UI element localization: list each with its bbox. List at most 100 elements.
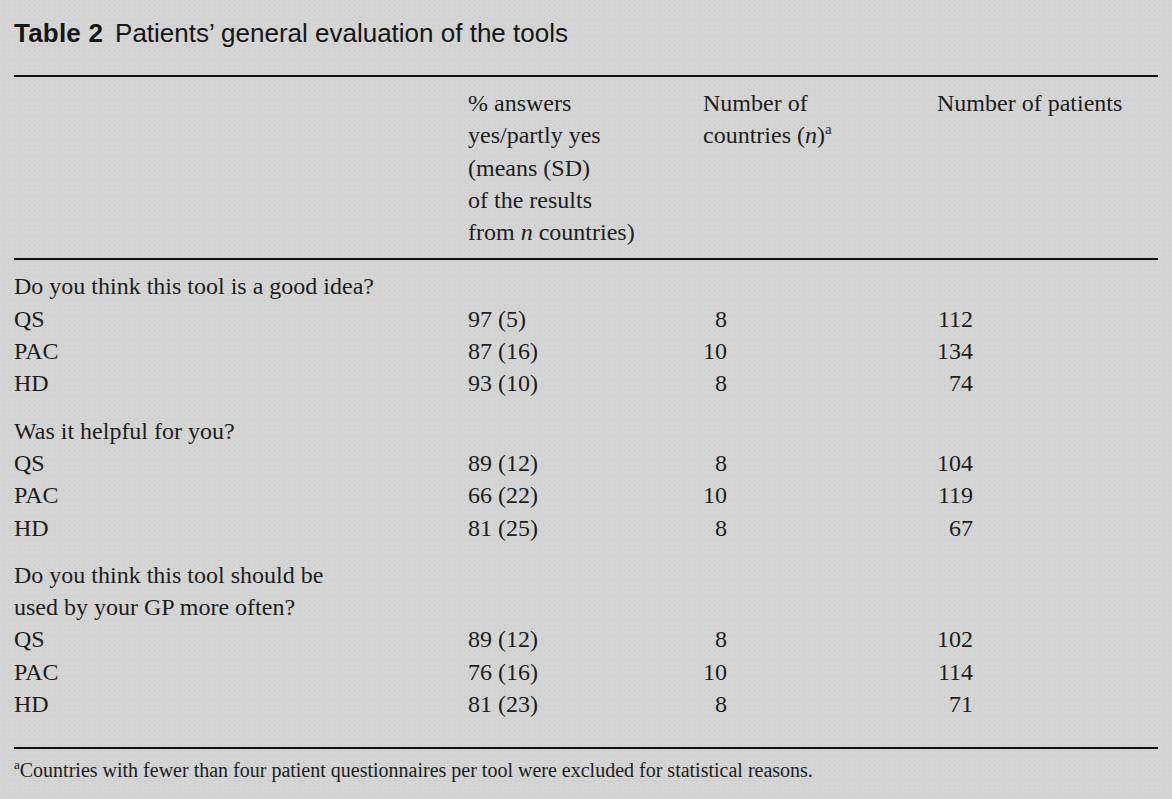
tool-row-pac: PAC76 (16)10 114 <box>14 656 1158 688</box>
tool-row-pac: PAC87 (16)10 134 <box>14 335 1158 367</box>
patients-cell: 67 <box>937 512 1158 544</box>
patients-cell: 74 <box>937 367 1158 399</box>
patients-value: 74 <box>937 367 973 399</box>
countries-cell: 8 <box>703 512 937 544</box>
percent-answers-value: 87 (16) <box>468 335 703 367</box>
header-line: of the results <box>468 184 703 216</box>
patients-value: 134 <box>937 335 973 367</box>
countries-cell: 8 <box>703 303 937 335</box>
countries-value: 8 <box>703 688 727 720</box>
percent-answers-value: 81 (23) <box>468 688 703 720</box>
text-segment: countries ( <box>703 122 805 148</box>
header-line: yes/partly yes <box>468 119 703 151</box>
bottom-rule <box>14 747 1158 749</box>
text-segment: countries) <box>533 219 635 245</box>
question-text: Do you think this tool is a good idea? <box>14 270 1158 302</box>
table-header-row: % answers yes/partly yes (means (SD) of the… <box>14 87 1158 248</box>
tool-row-hd: HD81 (25)8 67 <box>14 512 1158 544</box>
table-body: Do you think this tool is a good idea?QS… <box>14 260 1158 720</box>
percent-answers-value: 81 (25) <box>468 512 703 544</box>
question-text: Was it helpful for you? <box>14 415 1158 447</box>
countries-value: 8 <box>703 303 727 335</box>
patients-value: 71 <box>937 688 973 720</box>
text-segment: ) <box>817 122 825 148</box>
tool-label: PAC <box>14 335 468 367</box>
countries-cell: 8 <box>703 367 937 399</box>
italic-text: n <box>521 219 533 245</box>
text-segment: Number of <box>703 90 808 116</box>
tool-label: QS <box>14 303 468 335</box>
text-segment: yes/partly yes <box>468 122 601 148</box>
top-rule <box>14 75 1158 77</box>
table-2-figure: Table 2 Patients’ general evaluation of t… <box>0 0 1172 799</box>
patients-value: 67 <box>937 512 973 544</box>
tool-row-pac: PAC66 (22)10 119 <box>14 479 1158 511</box>
header-cell-percent-answers-column: % answers yes/partly yes (means (SD) of the… <box>468 87 703 248</box>
tool-label: HD <box>14 512 468 544</box>
text-segment: of the results <box>468 187 592 213</box>
percent-answers-value: 76 (16) <box>468 656 703 688</box>
patients-cell: 114 <box>937 656 1158 688</box>
superscript-text: a <box>825 121 832 137</box>
table-caption: Patients’ general evaluation of the tool… <box>115 18 568 48</box>
tool-label: PAC <box>14 479 468 511</box>
tool-row-hd: HD81 (23)8 71 <box>14 688 1158 720</box>
header-cell-number-of-countries-column: Number of countries (n)a <box>703 87 937 248</box>
patients-value: 114 <box>937 656 973 688</box>
header-line: countries (n)a <box>703 119 937 151</box>
header-cell-number-of-patients-column: Number of patients <box>937 87 1158 248</box>
tool-label: PAC <box>14 656 468 688</box>
text-segment: Number of patients <box>937 90 1122 116</box>
patients-value: 104 <box>937 447 973 479</box>
percent-answers-value: 89 (12) <box>468 447 703 479</box>
countries-cell: 8 <box>703 623 937 655</box>
countries-cell: 10 <box>703 335 937 367</box>
countries-cell: 8 <box>703 447 937 479</box>
footnote-text: Countries with fewer than four patient q… <box>20 759 813 781</box>
countries-value: 10 <box>703 335 727 367</box>
tool-row-qs: QS97 (5)8 112 <box>14 303 1158 335</box>
countries-cell: 10 <box>703 479 937 511</box>
header-line: (means (SD) <box>468 152 703 184</box>
text-segment: % answers <box>468 90 571 116</box>
countries-cell: 10 <box>703 656 937 688</box>
header-cell-row-label-column <box>14 87 468 248</box>
percent-answers-value: 66 (22) <box>468 479 703 511</box>
countries-value: 10 <box>703 479 727 511</box>
tool-label: HD <box>14 367 468 399</box>
question-row: Was it helpful for you? <box>14 415 1158 447</box>
countries-value: 8 <box>703 623 727 655</box>
percent-answers-value: 97 (5) <box>468 303 703 335</box>
tool-label: QS <box>14 447 468 479</box>
header-line: Number of patients <box>937 87 1158 119</box>
question-row: Do you think this tool is a good idea? <box>14 270 1158 302</box>
patients-cell: 119 <box>937 479 1158 511</box>
countries-value: 8 <box>703 367 727 399</box>
patients-cell: 102 <box>937 623 1158 655</box>
percent-answers-value: 93 (10) <box>468 367 703 399</box>
patients-value: 112 <box>937 303 973 335</box>
question-text: Do you think this tool should be used by… <box>14 559 1158 624</box>
question-row: Do you think this tool should be used by… <box>14 559 1158 624</box>
table-title: Table 2 Patients’ general evaluation of t… <box>14 18 1158 48</box>
tool-label: QS <box>14 623 468 655</box>
italic-text: n <box>805 122 817 148</box>
countries-value: 10 <box>703 656 727 688</box>
tool-label: HD <box>14 688 468 720</box>
countries-value: 8 <box>703 512 727 544</box>
tool-row-hd: HD93 (10)8 74 <box>14 367 1158 399</box>
table-number: Table 2 <box>14 18 103 48</box>
tool-row-qs: QS89 (12)8102 <box>14 623 1158 655</box>
countries-value: 8 <box>703 447 727 479</box>
header-line: Number of <box>703 87 937 119</box>
header-line: from n countries) <box>468 216 703 248</box>
tool-row-qs: QS89 (12)8 104 <box>14 447 1158 479</box>
header-line: % answers <box>468 87 703 119</box>
patients-cell: 112 <box>937 303 1158 335</box>
patients-value: 119 <box>937 479 973 511</box>
countries-cell: 8 <box>703 688 937 720</box>
patients-cell: 71 <box>937 688 1158 720</box>
text-segment: (means (SD) <box>468 155 590 181</box>
table-footnote: aCountries with fewer than four patient … <box>14 757 1158 783</box>
text-segment: from <box>468 219 521 245</box>
